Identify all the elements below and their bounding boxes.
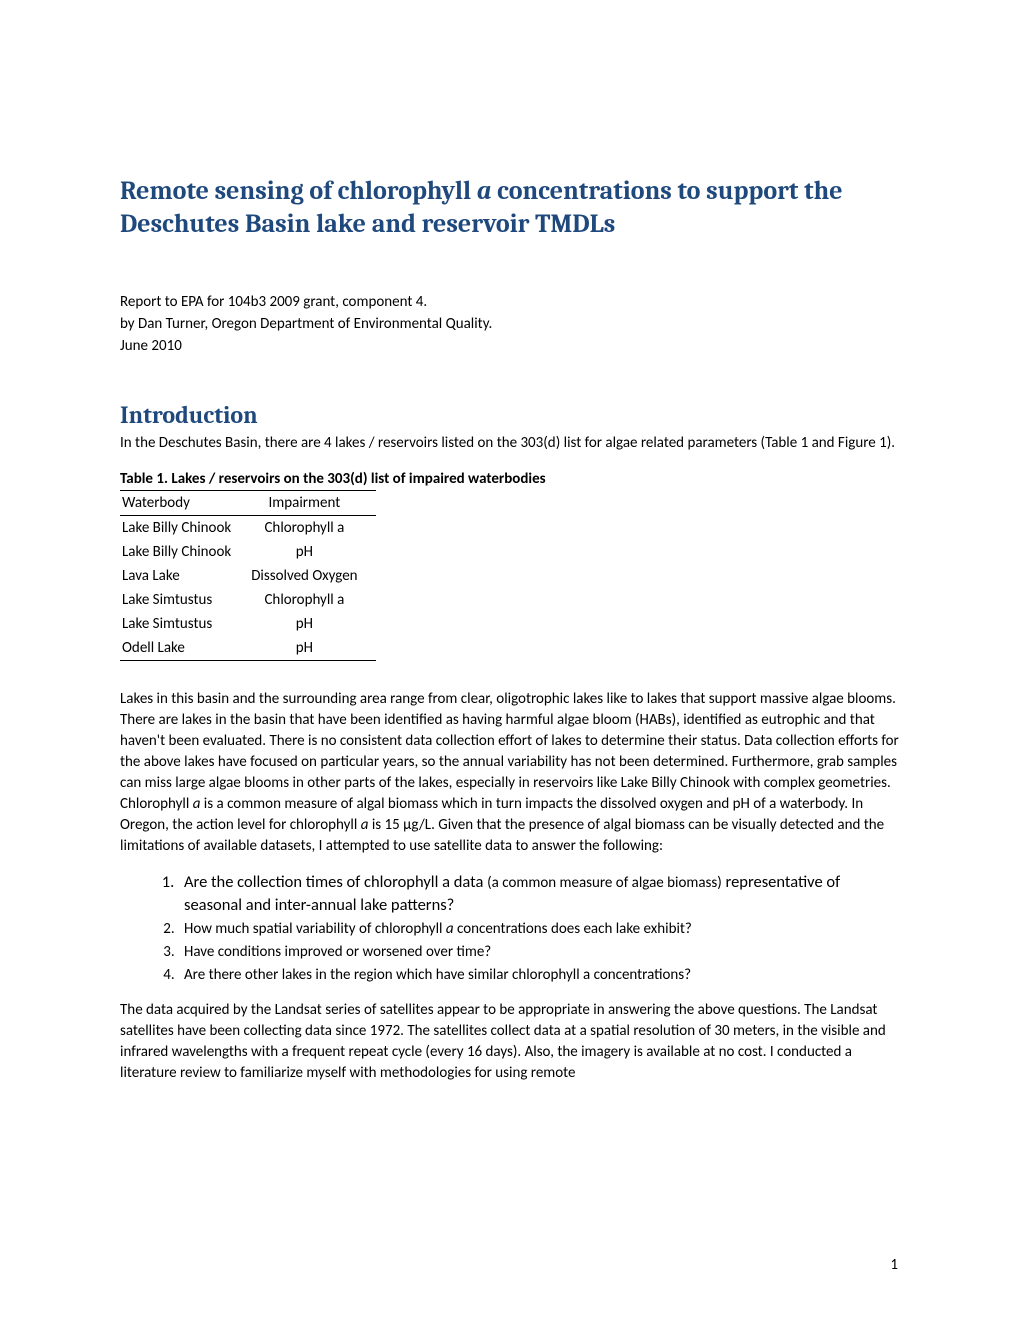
table-cell: Lake Simtustus <box>120 612 249 636</box>
meta-line-2: by Dan Turner, Oregon Department of Envi… <box>120 314 900 336</box>
table-row: Lake Simtustus pH <box>120 612 376 636</box>
table-cell: Chlorophyll a <box>249 588 375 612</box>
intro-paragraph: In the Deschutes Basin, there are 4 lake… <box>120 433 900 454</box>
document-page: Remote sensing of chlorophyll a concentr… <box>0 0 1020 1320</box>
meta-line-3: June 2010 <box>120 336 900 358</box>
document-title: Remote sensing of chlorophyll a concentr… <box>120 175 900 240</box>
meta-line-1: Report to EPA for 104b3 2009 grant, comp… <box>120 292 900 314</box>
q1-paren: (a common measure of algae biomass) <box>487 874 722 892</box>
title-italic-a: a <box>477 176 492 206</box>
table-col-impairment: Impairment <box>249 491 375 516</box>
table-row: Odell Lake pH <box>120 636 376 661</box>
table-cell: Dissolved Oxygen <box>249 564 375 588</box>
table-header-row: Waterbody Impairment <box>120 491 376 516</box>
section-heading-introduction: Introduction <box>120 401 900 429</box>
q2-text-a: How much spatial variability of chloroph… <box>184 920 446 938</box>
question-4: Are there other lakes in the region whic… <box>178 965 900 986</box>
table-cell: Lake Simtustus <box>120 588 249 612</box>
question-2: How much spatial variability of chloroph… <box>178 919 900 940</box>
table-1-impaired-waterbodies: Waterbody Impairment Lake Billy Chinook … <box>120 490 376 661</box>
table-cell: pH <box>249 540 375 564</box>
question-1: Are the collection times of chlorophyll … <box>178 871 900 917</box>
table-cell: Lava Lake <box>120 564 249 588</box>
table-cell: pH <box>249 636 375 661</box>
q2-text-b: concentrations does each lake exhibit? <box>454 920 692 938</box>
body-paragraph-2: Lakes in this basin and the surrounding … <box>120 689 900 857</box>
research-questions-list: Are the collection times of chlorophyll … <box>120 871 900 986</box>
table-cell: Odell Lake <box>120 636 249 661</box>
q1-text-a: Are the collection times of chlorophyll … <box>184 872 487 892</box>
table-row: Lake Simtustus Chlorophyll a <box>120 588 376 612</box>
table-cell: Chlorophyll a <box>249 516 375 541</box>
table-row: Lake Billy Chinook Chlorophyll a <box>120 516 376 541</box>
table-row: Lava Lake Dissolved Oxygen <box>120 564 376 588</box>
table-col-waterbody: Waterbody <box>120 491 249 516</box>
table-cell: pH <box>249 612 375 636</box>
page-number: 1 <box>890 1256 898 1274</box>
title-text-pre: Remote sensing of chlorophyll <box>120 176 477 206</box>
chlorophyll-a-italic-3: a <box>446 920 454 938</box>
table-row: Lake Billy Chinook pH <box>120 540 376 564</box>
table-cell: Lake Billy Chinook <box>120 540 249 564</box>
question-3: Have conditions improved or worsened ove… <box>178 942 900 963</box>
report-meta: Report to EPA for 104b3 2009 grant, comp… <box>120 292 900 357</box>
body-paragraph-3: The data acquired by the Landsat series … <box>120 1000 900 1084</box>
table-cell: Lake Billy Chinook <box>120 516 249 541</box>
table-1-caption: Table 1. Lakes / reservoirs on the 303(d… <box>120 470 900 488</box>
